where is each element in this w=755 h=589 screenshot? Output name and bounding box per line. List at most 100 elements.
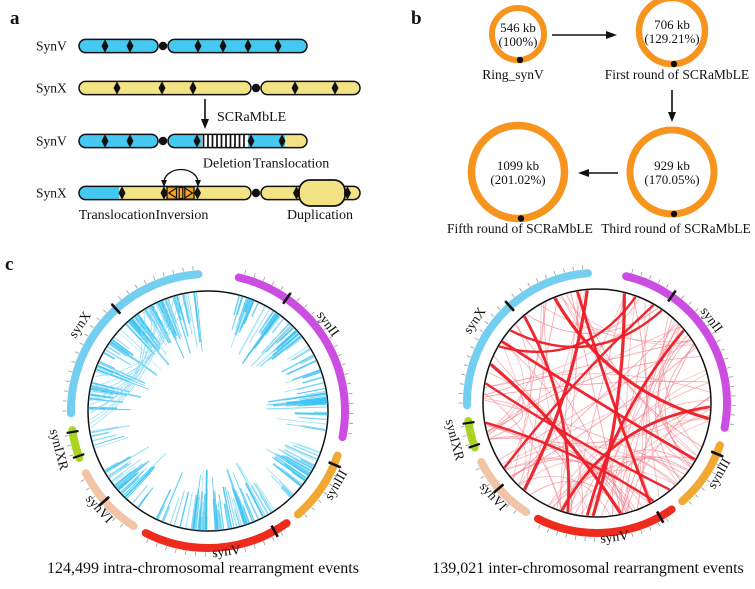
deletion-label: Deletion bbox=[203, 157, 251, 172]
ring-fifth-round-caption: Fifth round of SCRaMbLE bbox=[447, 221, 593, 236]
row3-translocated-tip bbox=[285, 134, 307, 148]
synII-centromere-tick bbox=[282, 292, 292, 305]
duplication-label: Duplication bbox=[287, 208, 353, 223]
inversion-center-bar bbox=[178, 186, 184, 200]
row2-loxp-diamonds bbox=[113, 81, 339, 95]
ring-third-round-percent: (170.05%) bbox=[644, 172, 699, 187]
ring-synv-centromere bbox=[516, 56, 524, 64]
scramble-arrowhead bbox=[201, 119, 209, 129]
row3-loxp-diamonds bbox=[101, 134, 286, 148]
synVI-centromere-tick bbox=[492, 483, 505, 494]
inversion-arc bbox=[163, 168, 199, 183]
synX-arc bbox=[66, 270, 203, 418]
ring-synv-size: 546 kb bbox=[500, 20, 536, 35]
synV-segment: synV bbox=[534, 505, 676, 546]
ring-first-round-size: 706 kb bbox=[654, 17, 690, 32]
row3-right-arm-outline bbox=[167, 133, 308, 149]
synVI-centromere-tick bbox=[98, 495, 110, 507]
synX-arc bbox=[462, 269, 592, 410]
ring-third-round-centromere bbox=[670, 210, 678, 218]
arrow-fifth-round-head bbox=[578, 169, 589, 177]
synIXR-arc bbox=[464, 417, 479, 452]
synII-arc bbox=[622, 272, 731, 432]
row3-left-arm bbox=[78, 133, 159, 149]
synV-segment: synV bbox=[141, 519, 291, 561]
row4-loxp-diamonds bbox=[118, 186, 351, 200]
row4-translocated-tip bbox=[79, 186, 119, 200]
synVI-segment: synVI bbox=[475, 458, 531, 516]
panel-a-letter: a bbox=[10, 8, 20, 29]
row3-centromere bbox=[158, 136, 168, 146]
ring-synv-caption: Ring_synV bbox=[482, 67, 544, 82]
synX-centromere-tick bbox=[504, 300, 515, 312]
synX-centromere-tick bbox=[110, 303, 122, 315]
synV-label: synV bbox=[600, 527, 630, 546]
panel-a: a SynV SynX SCRaMbLE SynV Deletion Trans… bbox=[10, 8, 361, 223]
panel-b: b 546 kb (100%) Ring_synV 706 kb (129.21… bbox=[411, 0, 751, 236]
row2-centromere bbox=[251, 83, 261, 93]
inversion-arc-arrowhead-left bbox=[161, 180, 167, 187]
row4-centromere bbox=[251, 188, 261, 198]
inversion-left-arrow bbox=[167, 186, 178, 200]
synIII-arc bbox=[678, 441, 724, 506]
synII-centromere-tick bbox=[667, 290, 677, 303]
synII-arc bbox=[234, 273, 349, 442]
synV-arc bbox=[534, 505, 676, 537]
ring-fifth-round-percent: (201.02%) bbox=[490, 172, 545, 187]
synIII-centromere-tick bbox=[328, 461, 342, 469]
duplication-bulge bbox=[298, 179, 346, 207]
synIXR-segment: synIXR bbox=[47, 426, 85, 472]
ring-fifth-round-size: 1099 kb bbox=[497, 158, 539, 173]
row1-label: SynV bbox=[36, 39, 67, 54]
row4-left-arm-outline bbox=[78, 185, 252, 201]
ring-third-round-caption: Third round of SCRaMbLE bbox=[601, 221, 751, 236]
inner-circle bbox=[87, 290, 329, 532]
ring-first-round-percent: (129.21%) bbox=[644, 31, 699, 46]
synIII-segment: synIII bbox=[678, 441, 734, 506]
translocation-label-top: Translocation bbox=[253, 157, 329, 172]
ring-fifth-round-centromere bbox=[517, 215, 525, 222]
panel-c-letter: c bbox=[5, 254, 13, 275]
synIII-arc bbox=[293, 451, 342, 519]
inter-caption: 139,021 inter-chromosomal rearrangment e… bbox=[432, 560, 744, 577]
row3-deletion-hatch bbox=[202, 134, 245, 148]
synIXR-label: synIXR bbox=[47, 427, 72, 471]
synV-centromere-tick bbox=[655, 510, 665, 524]
synVI-arc bbox=[477, 458, 531, 516]
synIXR-segment: synIXR bbox=[443, 417, 481, 462]
intra-caption: 124,499 intra-chromosomal rearrangment e… bbox=[47, 560, 359, 577]
arrow-third-round-head bbox=[668, 112, 676, 122]
arrow-first-round-head bbox=[606, 31, 617, 39]
row1-right-arm bbox=[167, 38, 308, 54]
translocation-label-bottom: Translocation bbox=[79, 208, 155, 223]
row1-loxp-diamonds bbox=[101, 39, 282, 53]
synV-arc bbox=[141, 519, 291, 553]
synV-label: synV bbox=[211, 542, 241, 561]
row2-label: SynX bbox=[36, 81, 67, 96]
panel-b-letter: b bbox=[411, 8, 422, 29]
ring-first-round-centromere bbox=[670, 60, 678, 68]
synIXR-arc bbox=[68, 426, 84, 462]
ring-synv-percent: (100%) bbox=[499, 34, 538, 49]
ring-first-round-caption: First round of SCRaMbLE bbox=[605, 67, 749, 82]
row1-centromere bbox=[158, 41, 168, 51]
synIII-centromere-tick bbox=[710, 450, 724, 458]
inversion-arc-arrowhead-right bbox=[195, 180, 201, 187]
scramble-label: SCRaMbLE bbox=[217, 110, 286, 125]
row3-label: SynV bbox=[36, 134, 67, 149]
row3-deletion-region bbox=[202, 134, 248, 148]
synV-centromere-tick bbox=[270, 524, 279, 538]
inner-circle bbox=[482, 288, 712, 518]
synVI-arc bbox=[81, 469, 138, 530]
row1-left-arm bbox=[78, 38, 159, 54]
inversion-right-arrow bbox=[184, 186, 194, 200]
row4-label: SynX bbox=[36, 186, 67, 201]
intra-chords bbox=[88, 292, 328, 531]
ring-third-round-size: 929 kb bbox=[654, 158, 690, 173]
row2-right-arm bbox=[260, 80, 361, 96]
